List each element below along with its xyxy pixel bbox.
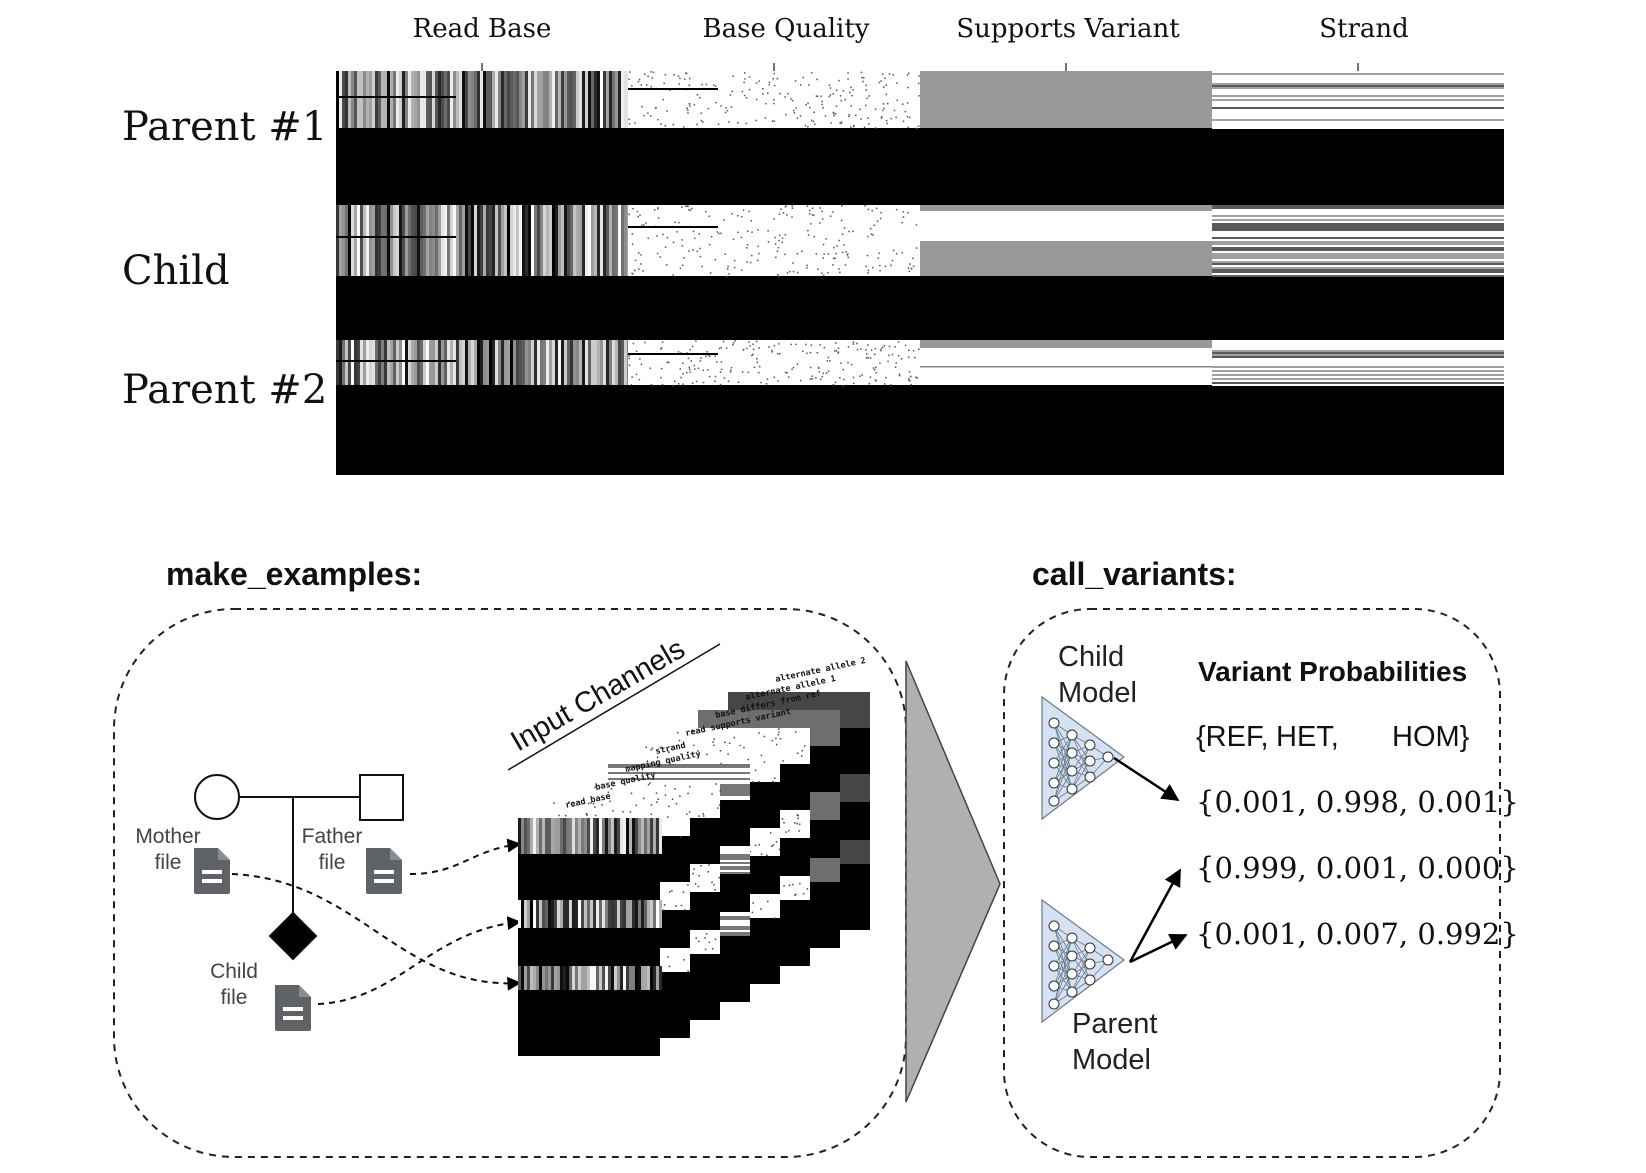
input-channels-stack	[518, 692, 870, 1056]
probability-row-2: {0.999, 0.001, 0.000}	[1196, 851, 1519, 885]
father-symbol	[359, 774, 404, 821]
row-label-child: Child	[122, 248, 230, 294]
pedigree	[194, 774, 404, 961]
input-channels-underline	[507, 643, 721, 771]
child-model-arrow	[1113, 756, 1180, 802]
pileup-column-labels: Read Base Base Quality Supports Variant …	[413, 14, 1409, 44]
probability-row-3: {0.001, 0.007, 0.992}	[1196, 917, 1519, 951]
parent-model-arrow-up	[1128, 868, 1182, 963]
class-het: HET,	[1276, 721, 1339, 753]
father-file-icon	[366, 848, 402, 894]
row-label-parent-1: Parent #1	[122, 104, 327, 150]
column-label-supports-variant: Supports Variant	[956, 14, 1180, 44]
pileup-image	[336, 63, 1504, 475]
parent-model-label: Parent	[1072, 1008, 1157, 1040]
child-file-icon	[275, 985, 311, 1031]
call-variants-title: call_variants:	[1032, 556, 1237, 592]
make-examples-panel	[113, 608, 907, 1158]
make-examples-title: make_examples:	[166, 556, 422, 592]
row-label-parent-2: Parent #2	[122, 367, 327, 413]
class-ref: {REF,	[1196, 721, 1269, 753]
mother-file-label: Mother	[135, 825, 200, 848]
probability-row-1: {0.001, 0.998, 0.001}	[1196, 785, 1519, 819]
father-file-label: Father	[302, 825, 363, 848]
column-label-base-quality: Base Quality	[703, 14, 870, 44]
child-connector	[317, 916, 522, 1005]
pileup-row-labels: Parent #1 Child Parent #2	[122, 104, 327, 413]
father-connector	[409, 838, 522, 875]
parent-model-arrow-down	[1129, 933, 1188, 964]
parent-model-label-2: Model	[1072, 1044, 1151, 1076]
file-connectors	[231, 838, 522, 1005]
mother-symbol	[194, 774, 240, 820]
call-variants-panel	[1003, 608, 1501, 1158]
father-file-label-2: file	[319, 851, 346, 874]
funnel-arrow	[905, 660, 1001, 1103]
child-model-label: Child	[1058, 641, 1124, 673]
child-file-label: Child	[210, 960, 258, 983]
channel-slice	[518, 818, 662, 1056]
mother-connector	[231, 873, 522, 991]
column-label-read-base: Read Base	[413, 14, 552, 44]
child-model-label-2: Model	[1058, 677, 1137, 709]
column-label-strand: Strand	[1319, 14, 1409, 44]
variant-probabilities-title: Variant Probabilities	[1198, 656, 1467, 687]
child-file-label-2: file	[221, 986, 248, 1009]
child-symbol	[268, 911, 318, 961]
input-channels-title: Input Channels	[506, 633, 691, 758]
class-hom: HOM}	[1392, 721, 1470, 753]
model-output-arrows	[1113, 756, 1188, 964]
child-model-network	[1041, 695, 1126, 821]
mother-file-icon	[194, 848, 230, 894]
mother-file-label-2: file	[155, 851, 182, 874]
parent-model-network	[1041, 898, 1126, 1024]
